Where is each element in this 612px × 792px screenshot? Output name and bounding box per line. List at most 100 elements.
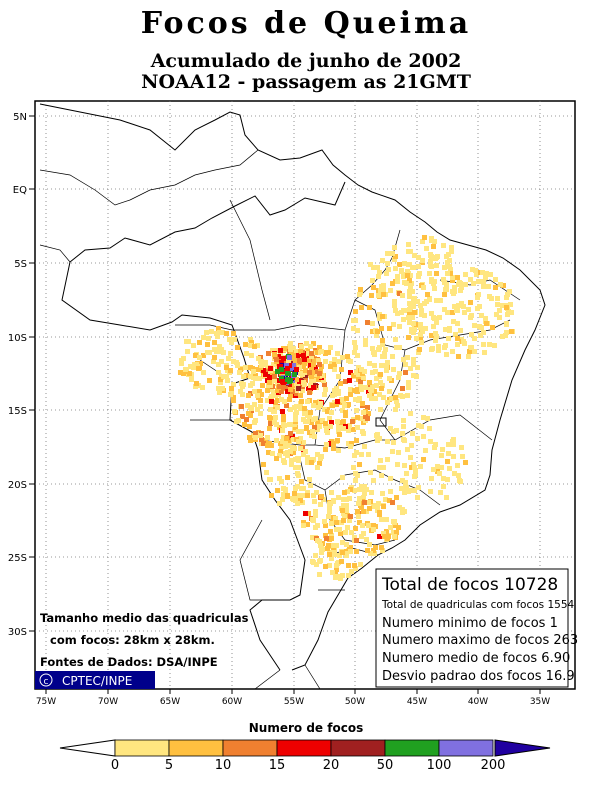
fire-cell xyxy=(378,288,383,293)
fire-cell xyxy=(486,284,491,289)
fire-cell xyxy=(273,415,278,420)
fire-cell xyxy=(328,529,333,534)
fire-cell xyxy=(277,453,282,458)
fire-cell xyxy=(351,373,356,378)
fire-cell xyxy=(450,349,455,354)
fire-cell xyxy=(390,354,395,359)
fire-cell xyxy=(307,390,312,395)
fire-cell xyxy=(370,321,375,326)
fire-cell xyxy=(238,389,243,394)
fire-cell xyxy=(248,343,253,348)
fire-cell xyxy=(291,353,296,358)
fire-cell xyxy=(450,275,455,280)
fire-cell xyxy=(301,440,306,445)
fire-cell xyxy=(355,387,360,392)
fire-cell xyxy=(370,384,375,389)
fire-cell xyxy=(481,284,486,289)
fire-cell xyxy=(429,264,434,269)
fire-cell xyxy=(368,262,373,267)
fire-cell xyxy=(381,531,386,536)
fire-cell xyxy=(439,465,444,470)
fire-cell xyxy=(400,431,405,436)
fire-cell xyxy=(444,254,449,259)
fire-cell xyxy=(294,349,299,354)
fire-cell xyxy=(411,357,416,362)
fire-cell xyxy=(403,480,408,485)
fire-cell xyxy=(412,253,417,258)
fire-cell xyxy=(270,451,275,456)
fire-cell xyxy=(261,441,266,446)
fire-cell xyxy=(352,340,357,345)
fire-cell xyxy=(500,303,505,308)
fire-cell xyxy=(504,321,509,326)
fire-cell xyxy=(362,500,367,505)
fire-cell xyxy=(281,422,286,427)
fire-cell xyxy=(334,563,339,568)
fire-cell xyxy=(406,249,411,254)
fire-cell xyxy=(352,453,357,458)
fire-cell xyxy=(380,338,385,343)
fire-cell xyxy=(495,296,500,301)
fire-cell xyxy=(296,439,301,444)
fire-cell xyxy=(264,470,269,475)
fire-cell xyxy=(290,434,295,439)
fire-cell xyxy=(431,324,436,329)
fire-cell xyxy=(392,534,397,539)
fire-cell xyxy=(294,367,299,372)
fire-cell xyxy=(371,548,376,553)
legend-left-arrow xyxy=(59,739,116,757)
fire-cell xyxy=(386,267,391,272)
fire-cell xyxy=(433,442,438,447)
fire-cell xyxy=(416,264,421,269)
fire-cell xyxy=(508,302,513,307)
fire-cell xyxy=(243,365,248,370)
fire-cell xyxy=(311,493,316,498)
fire-cell xyxy=(407,278,412,283)
fire-cell xyxy=(429,476,434,481)
fire-cell xyxy=(311,560,316,565)
fire-cell xyxy=(306,358,311,363)
fire-cell xyxy=(271,390,276,395)
fire-cell xyxy=(231,395,236,400)
fire-cell xyxy=(438,298,443,303)
legend-title: Numero de focos xyxy=(249,721,363,735)
fire-cell xyxy=(405,355,410,360)
fire-cell xyxy=(376,501,381,506)
lat-tick-label: 5S xyxy=(14,259,27,270)
fire-cell xyxy=(276,354,281,359)
fire-cell xyxy=(421,434,426,439)
fire-cell xyxy=(385,400,390,405)
fire-cell xyxy=(446,451,451,456)
fire-cell xyxy=(288,449,293,454)
fire-cell xyxy=(361,509,366,514)
fire-cell xyxy=(323,387,328,392)
fire-cell xyxy=(279,367,284,372)
fire-cell xyxy=(408,411,413,416)
fire-cell xyxy=(445,271,450,276)
fire-cell xyxy=(328,364,333,369)
fire-cell xyxy=(493,277,498,282)
lat-tick-label: 10S xyxy=(8,333,27,344)
fire-cell xyxy=(218,377,223,382)
fire-cell xyxy=(405,393,410,398)
fire-cell xyxy=(405,447,410,452)
legend-label: 5 xyxy=(165,758,173,773)
fire-cell xyxy=(432,279,437,284)
fire-cell xyxy=(255,343,260,348)
fire-cell xyxy=(355,328,360,333)
fire-cell xyxy=(265,369,270,374)
fire-cell xyxy=(472,323,477,328)
fire-cell xyxy=(275,348,280,353)
fire-cell xyxy=(347,496,352,501)
fire-cell xyxy=(335,438,340,443)
fire-cell xyxy=(346,573,351,578)
fire-cell xyxy=(456,282,461,287)
fire-cell xyxy=(258,433,263,438)
fire-cell xyxy=(336,391,341,396)
fire-cell xyxy=(498,282,503,287)
fire-cell xyxy=(500,334,505,339)
fire-cell xyxy=(273,400,278,405)
fire-cell xyxy=(328,424,333,429)
fire-cell xyxy=(379,517,384,522)
fire-cell xyxy=(285,453,290,458)
